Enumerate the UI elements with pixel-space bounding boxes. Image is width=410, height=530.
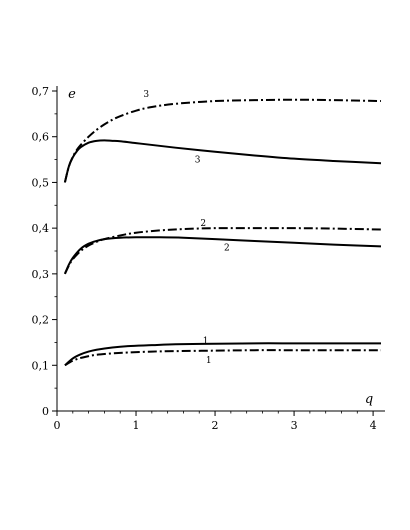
y-tick-label: 0,5 xyxy=(32,176,50,189)
y-tick-label: 0,2 xyxy=(32,314,50,327)
curve-label-3: 3 xyxy=(143,90,149,100)
y-tick-label: 0,4 xyxy=(32,222,50,235)
curve-2-solid xyxy=(63,236,382,275)
curve-label-1: 1 xyxy=(203,337,209,347)
curves xyxy=(63,98,382,367)
curve-3-dashdot xyxy=(63,98,382,183)
x-tick-label: 1 xyxy=(133,419,140,432)
y-tick-label: 0 xyxy=(42,405,49,418)
x-tick-label: 3 xyxy=(291,419,298,432)
x-axis-label: q xyxy=(365,392,373,407)
y-tick-label: 0,1 xyxy=(32,359,50,372)
curve-2-dashdot xyxy=(63,227,382,275)
curve-1-solid xyxy=(64,342,381,367)
curve-label-1: 1 xyxy=(206,356,212,366)
y-tick-label: 0,3 xyxy=(32,268,50,281)
labels: 1 1 2 2 3 3 xyxy=(143,90,229,366)
x-tick-label: 0 xyxy=(54,419,61,432)
curve-1-dashdot xyxy=(64,349,381,367)
axes: 0 1 2 3 4 0 0,1 0,2 0,3 0,4 0,5 0,6 0,7 q e xyxy=(32,85,385,432)
curve-label-2: 2 xyxy=(200,219,206,229)
x-tick-label: 4 xyxy=(370,419,377,432)
y-axis-label: e xyxy=(68,87,76,102)
y-tick-label: 0,7 xyxy=(32,85,50,98)
curve-label-2: 2 xyxy=(224,243,230,253)
curve-3-solid xyxy=(63,139,382,183)
x-tick-label: 2 xyxy=(212,419,219,432)
y-tick-label: 0,6 xyxy=(32,131,50,144)
curve-label-3: 3 xyxy=(195,156,201,166)
